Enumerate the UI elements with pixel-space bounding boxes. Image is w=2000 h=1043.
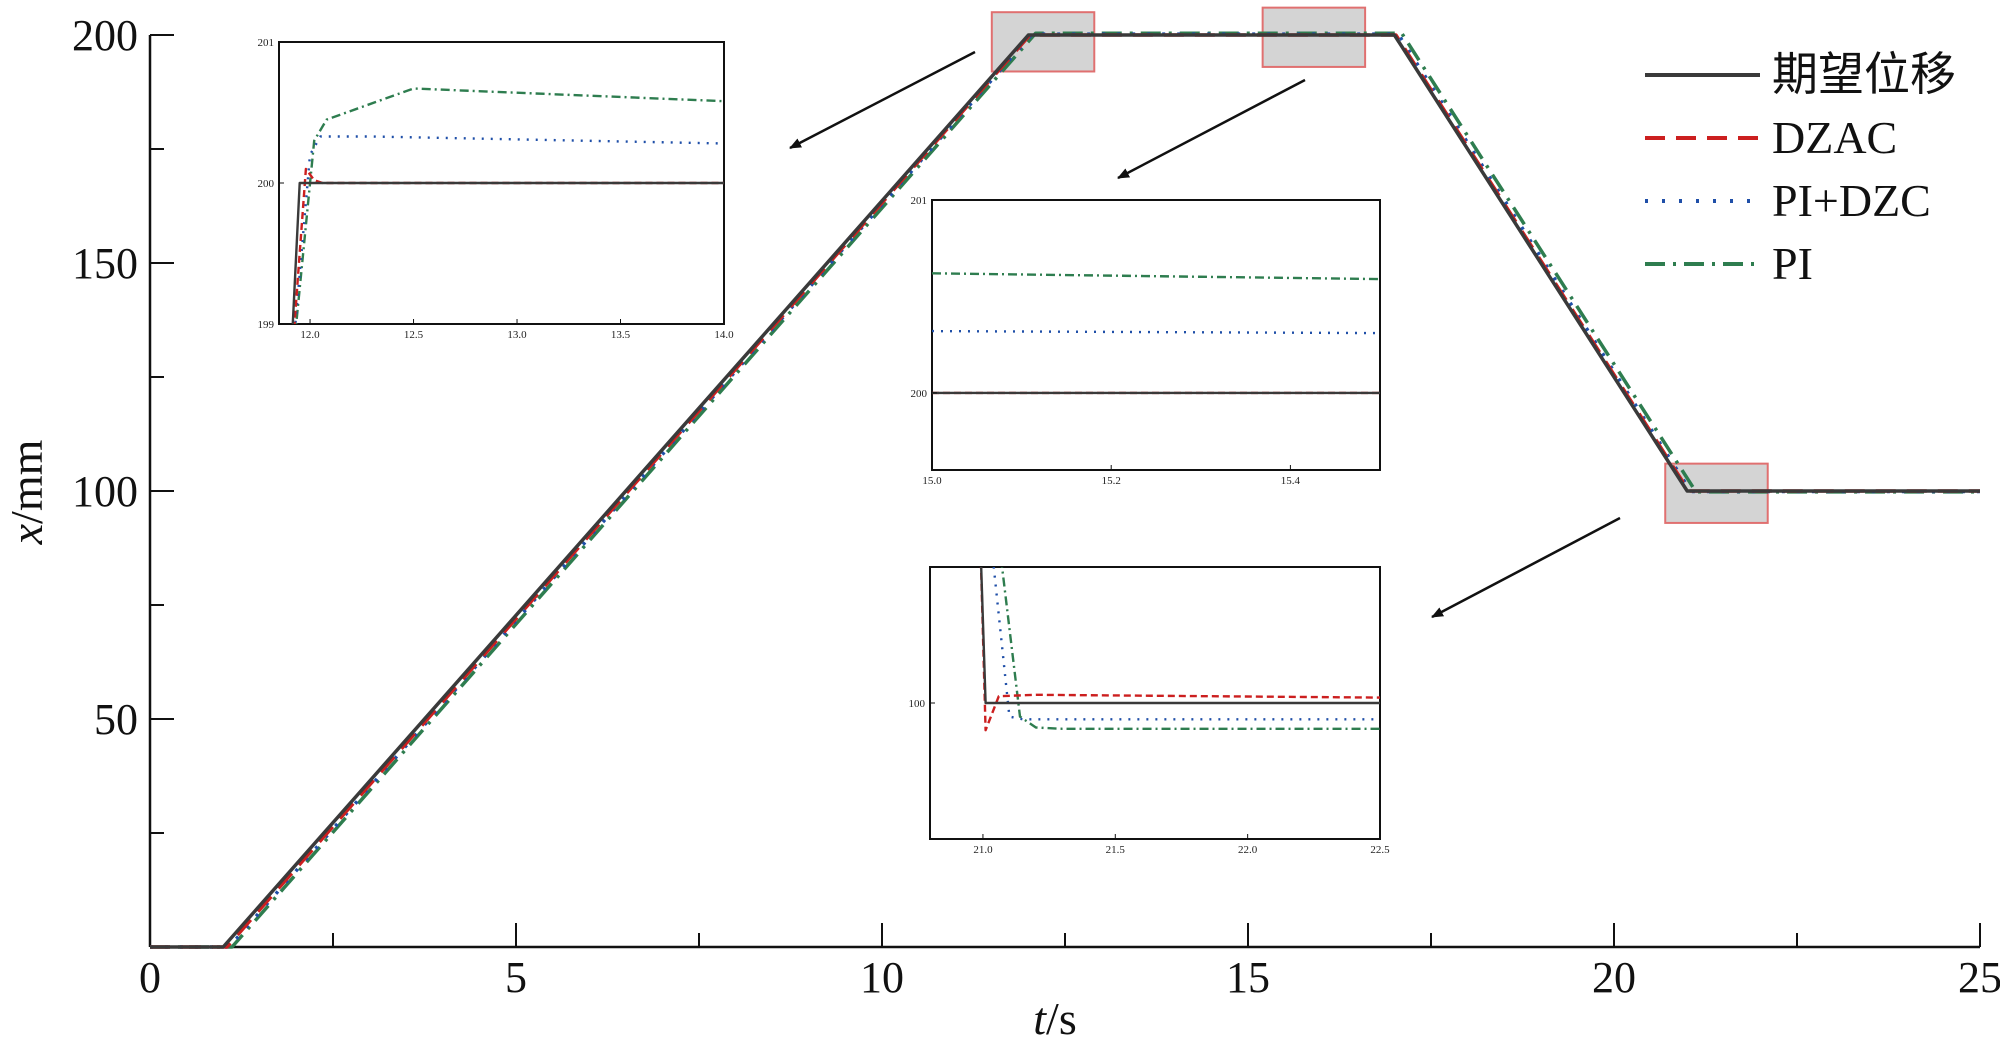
y-tick-label: 100 bbox=[72, 467, 138, 516]
inset-x-tick-label: 15.4 bbox=[1281, 475, 1301, 487]
inset-x-tick-label: 13.0 bbox=[507, 329, 527, 341]
x-axis-label: t/s bbox=[1033, 993, 1076, 1043]
inset-lines bbox=[291, 87, 724, 324]
zoom-arrow-1 bbox=[789, 50, 976, 150]
inset-background bbox=[931, 199, 1381, 471]
inset-x-tick-label: 13.5 bbox=[611, 329, 631, 341]
inset-y-tick-label: 200 bbox=[911, 388, 928, 400]
x-tick-label: 25 bbox=[1958, 953, 2000, 1002]
inset-y-tick-label: 201 bbox=[911, 195, 928, 207]
y-tick-label: 200 bbox=[72, 11, 138, 60]
x-tick-label: 20 bbox=[1592, 953, 1636, 1002]
x-tick-label: 0 bbox=[139, 953, 161, 1002]
y-tick-label: 150 bbox=[72, 239, 138, 288]
inset-x-tick-label: 15.2 bbox=[1102, 475, 1121, 487]
x-axis-var: t bbox=[1033, 993, 1047, 1043]
inset-y-tick-label: 100 bbox=[909, 698, 926, 710]
series-line-0 bbox=[150, 33, 1980, 949]
zoom-inset-3: 21.0 21.5 22.0 22.5 100 bbox=[909, 566, 1390, 856]
inset-series-line bbox=[992, 567, 1380, 721]
x-tick-label: 5 bbox=[505, 953, 527, 1002]
inset-x-tick-label: 12.0 bbox=[300, 329, 320, 341]
inset-series-line bbox=[295, 87, 724, 324]
y-tick-label: 50 bbox=[94, 695, 138, 744]
zoom-inset-1: 12.0 12.5 13.0 13.5 14.0 199 200 201 bbox=[258, 37, 735, 341]
inset-x-tick-label: 15.0 bbox=[922, 475, 942, 487]
x-tick-label: 15 bbox=[1226, 953, 1270, 1002]
legend: 期望位移 DZAC PI+DZC PI bbox=[1645, 49, 1956, 289]
legend-label-pi-dzc: PI+DZC bbox=[1772, 175, 1931, 226]
y-axis-unit: /mm bbox=[1, 439, 52, 524]
inset-x-tick-label: 21.0 bbox=[973, 844, 993, 856]
y-axis-var: x bbox=[1, 523, 52, 545]
inset-y-tick-label: 200 bbox=[258, 178, 275, 190]
x-tick-label: 10 bbox=[860, 953, 904, 1002]
zoom-region-2 bbox=[1261, 6, 1367, 68]
inset-x-tick-label: 21.5 bbox=[1106, 844, 1126, 856]
inset-lines bbox=[932, 272, 1380, 395]
legend-label-desired: 期望位移 bbox=[1772, 49, 1956, 100]
inset-x-tick-label: 22.0 bbox=[1238, 844, 1258, 856]
inset-x-tick-label: 22.5 bbox=[1370, 844, 1390, 856]
legend-label-dzac: DZAC bbox=[1772, 112, 1897, 163]
inset-x-tick-label: 14.0 bbox=[714, 329, 734, 341]
inset-series-line bbox=[1000, 567, 1380, 730]
inset-y-tick-label: 199 bbox=[258, 319, 275, 331]
zoom-arrow-2 bbox=[1117, 78, 1306, 180]
inset-y-tick-label: 201 bbox=[258, 37, 275, 49]
y-axis-label: x/mm bbox=[1, 439, 52, 545]
inset-series-line bbox=[294, 135, 724, 324]
main-series-lines bbox=[150, 31, 1980, 949]
inset-x-tick-label: 12.5 bbox=[404, 329, 424, 341]
inset-series-line bbox=[291, 181, 724, 324]
zoom-inset-2: 15.0 15.2 15.4 200 201 bbox=[911, 195, 1381, 487]
inset-lines bbox=[979, 567, 1380, 732]
inset-series-line bbox=[979, 567, 1380, 705]
zoom-arrow-3 bbox=[1431, 516, 1621, 619]
x-axis-unit: /s bbox=[1046, 993, 1077, 1043]
main-ticks: 0 5 10 15 20 25 50 100 150 200 bbox=[72, 11, 2000, 1002]
legend-label-pi: PI bbox=[1772, 238, 1813, 289]
